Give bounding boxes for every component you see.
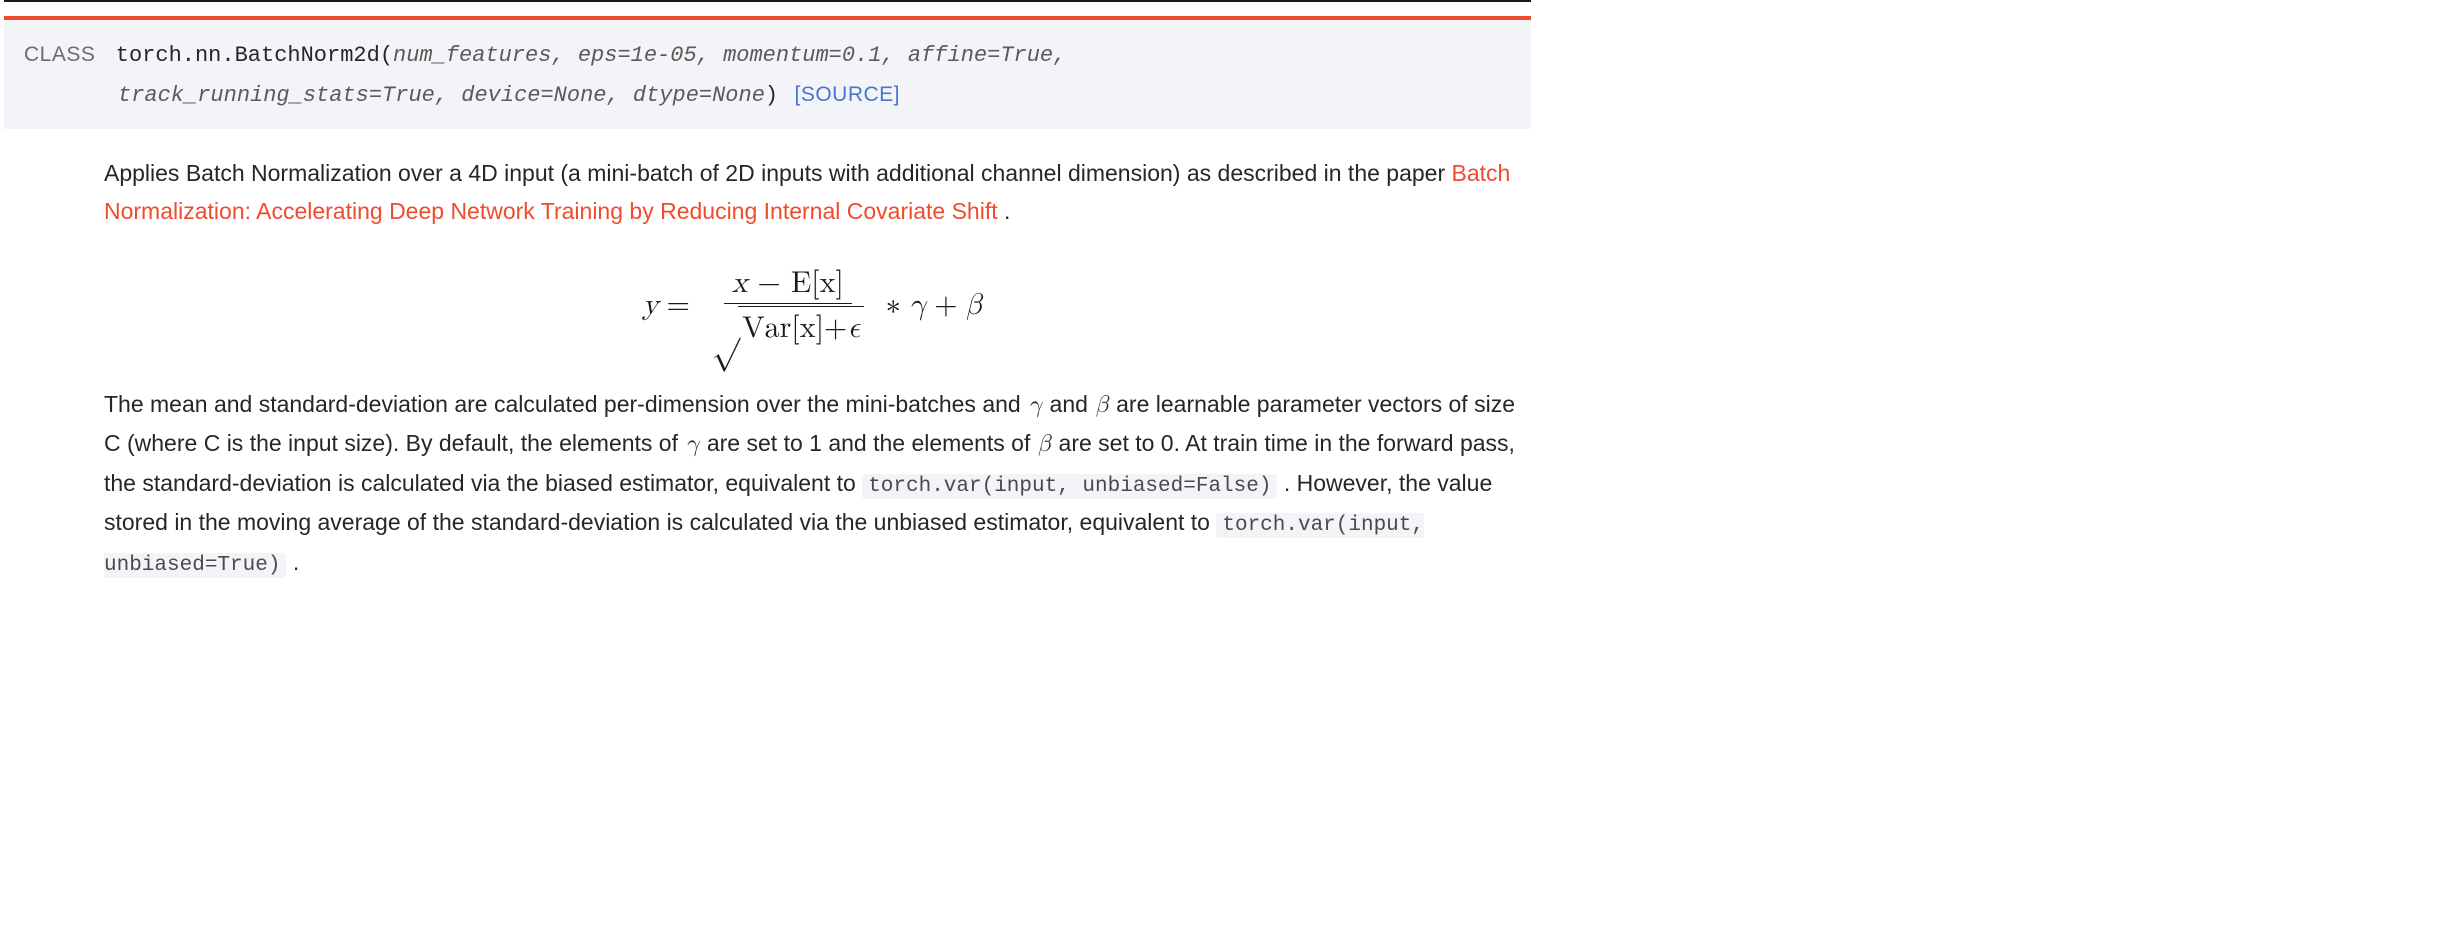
params-line-2: track_running_stats=True, device=None, d…: [118, 83, 765, 108]
sqrt: √ Var[x] + ϵ: [712, 306, 864, 346]
num-brx: [x]: [811, 268, 844, 298]
den-plus: +: [824, 310, 847, 346]
den-brx: [x]: [791, 310, 824, 346]
exp-gamma-2: γ: [684, 432, 700, 456]
formula-gamma: γ: [909, 287, 927, 323]
explanation-paragraph: The mean and standard-deviation are calc…: [104, 386, 1521, 584]
formula-numerator: x − E[x]: [724, 265, 852, 304]
exp-beta-2: β: [1037, 432, 1052, 456]
formula-lhs: y: [643, 287, 659, 323]
formula-fraction: x − E[x] √ Var[x] + ϵ: [704, 265, 872, 346]
intro-paragraph: Applies Batch Normalization over a 4D in…: [104, 155, 1521, 231]
open-paren: (: [380, 43, 393, 68]
exp-seg7: .: [286, 549, 299, 575]
formula-equals: =: [666, 287, 689, 323]
exp-seg4: are set to 1 and the elements of: [700, 430, 1036, 456]
class-keyword: CLASS: [24, 43, 95, 66]
formula-beta: β: [966, 287, 983, 323]
radicand: Var[x] + ϵ: [738, 306, 864, 346]
signature-line-1: CLASS torch.nn.BatchNorm2d(num_features,…: [24, 34, 1511, 74]
formula-plus: +: [934, 287, 957, 323]
den-var: Var: [742, 310, 791, 346]
formula-times: ∗: [886, 287, 901, 323]
code-biased: torch.var(input, unbiased=False): [862, 474, 1277, 499]
radical-sign: √: [712, 312, 740, 346]
exp-beta-1: β: [1094, 393, 1109, 417]
intro-text-before: Applies Batch Normalization over a 4D in…: [104, 160, 1452, 186]
batchnorm-formula: y = x − E[x] √ Var[x] + ϵ: [104, 265, 1521, 346]
den-eps: ϵ: [847, 310, 859, 346]
doc-body: Applies Batch Normalization over a 4D in…: [4, 155, 1531, 584]
doc-page: CLASS torch.nn.BatchNorm2d(num_features,…: [0, 0, 1535, 584]
top-horizontal-rule: [4, 0, 1531, 2]
exp-gamma-1: γ: [1027, 393, 1043, 417]
exp-seg1: The mean and standard-deviation are calc…: [104, 391, 1027, 417]
source-link[interactable]: [SOURCE]: [795, 83, 901, 106]
num-x: x: [732, 268, 748, 298]
params-line-1: num_features, eps=1e-05, momentum=0.1, a…: [393, 43, 1066, 68]
exp-seg2: and: [1043, 391, 1094, 417]
num-E: E: [791, 268, 811, 298]
qualified-name: torch.nn.BatchNorm2d: [116, 43, 380, 68]
formula-denominator: √ Var[x] + ϵ: [704, 304, 872, 346]
class-signature-block: CLASS torch.nn.BatchNorm2d(num_features,…: [4, 16, 1531, 129]
num-minus: −: [748, 268, 791, 298]
intro-text-after: .: [998, 198, 1011, 224]
signature-line-2: track_running_stats=True, device=None, d…: [24, 74, 1511, 114]
close-paren: ): [765, 83, 778, 108]
